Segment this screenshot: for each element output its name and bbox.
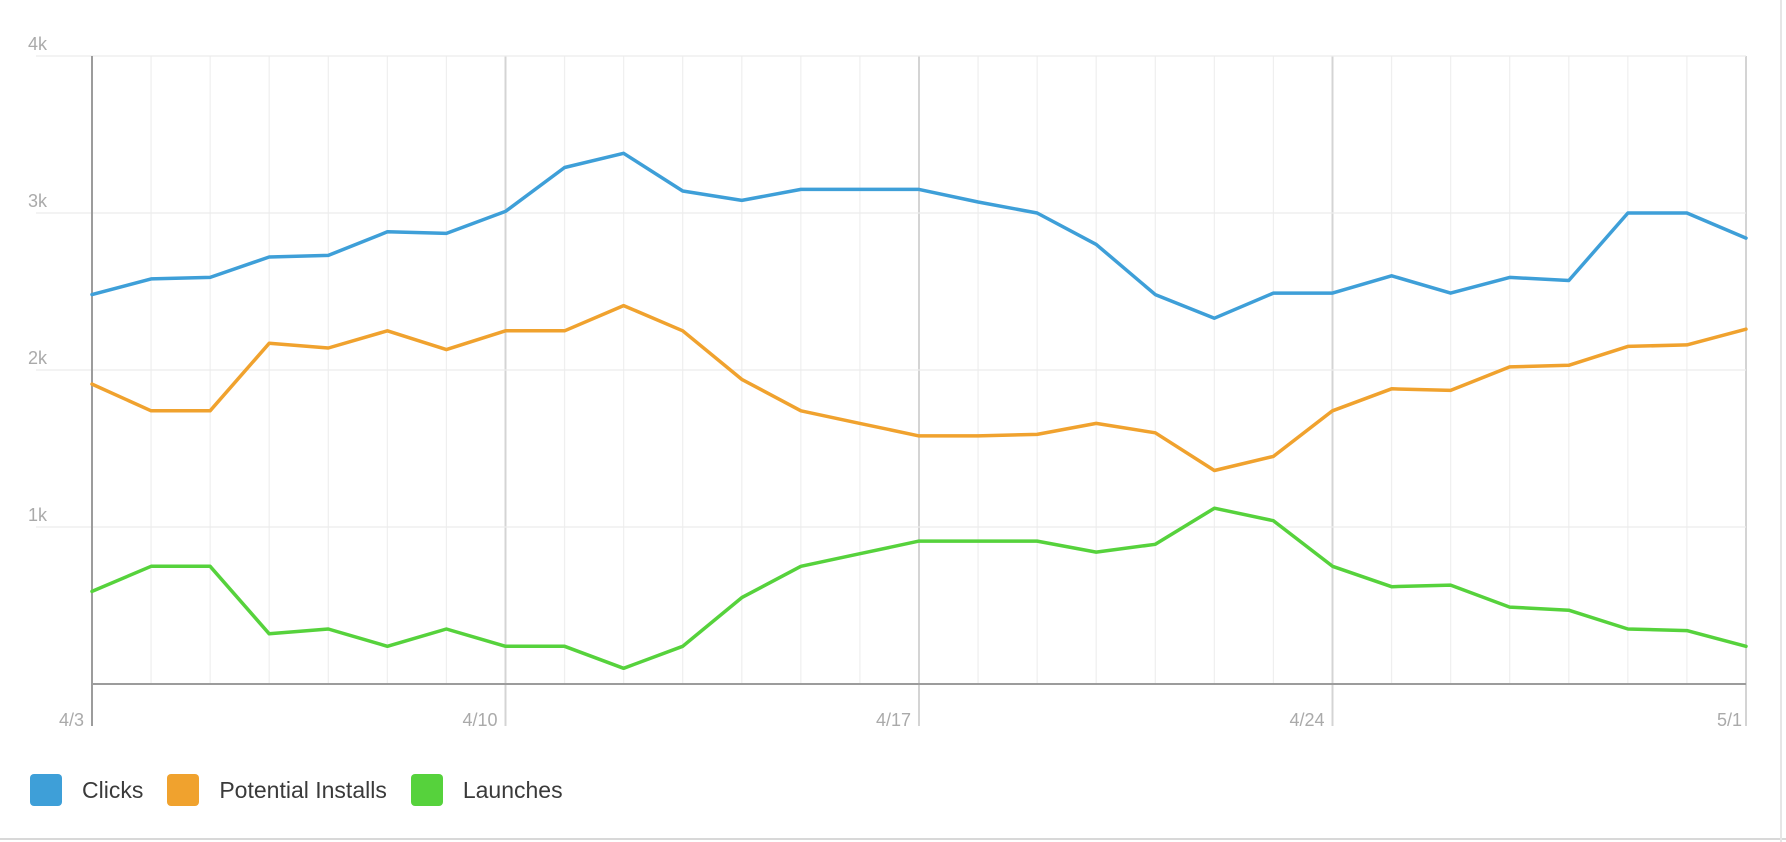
- legend-item-clicks[interactable]: Clicks: [30, 774, 143, 806]
- legend-item-potential-installs[interactable]: Potential Installs: [167, 774, 387, 806]
- legend-label-potential-installs: Potential Installs: [219, 776, 387, 803]
- x-tick-label: 4/17: [876, 710, 911, 730]
- series-lines: [90, 151, 1748, 671]
- series-line-launches: [90, 506, 1748, 671]
- frame-bottom-border: [0, 838, 1786, 840]
- x-tick-label: 4/10: [462, 710, 497, 730]
- y-tick-label: 2k: [28, 348, 48, 368]
- x-tick-label: 4/3: [59, 710, 84, 730]
- legend-label-launches: Launches: [462, 776, 563, 803]
- y-tick-label: 3k: [28, 191, 48, 211]
- gridlines: [36, 55, 1747, 726]
- y-tick-label: 4k: [28, 34, 48, 54]
- chart-plot: 1k 2k 3k 4k 4/3 4/10 4/17 4/24 5/1: [28, 34, 1748, 730]
- legend-swatch-potential-installs: [167, 774, 200, 806]
- legend-label-clicks: Clicks: [82, 776, 144, 803]
- series-line-potential-installs: [90, 303, 1748, 473]
- x-tick-label: 5/1: [1717, 710, 1742, 730]
- series-line-clicks: [90, 151, 1748, 320]
- legend-swatch-launches: [410, 774, 443, 806]
- legend-swatch-clicks: [30, 774, 62, 806]
- legend: Clicks Potential Installs Launches: [30, 774, 587, 806]
- legend-item-launches[interactable]: Launches: [410, 774, 563, 806]
- frame-right-border: [1780, 0, 1782, 842]
- x-tick-label: 4/24: [1289, 710, 1324, 730]
- y-tick-label: 1k: [28, 505, 48, 525]
